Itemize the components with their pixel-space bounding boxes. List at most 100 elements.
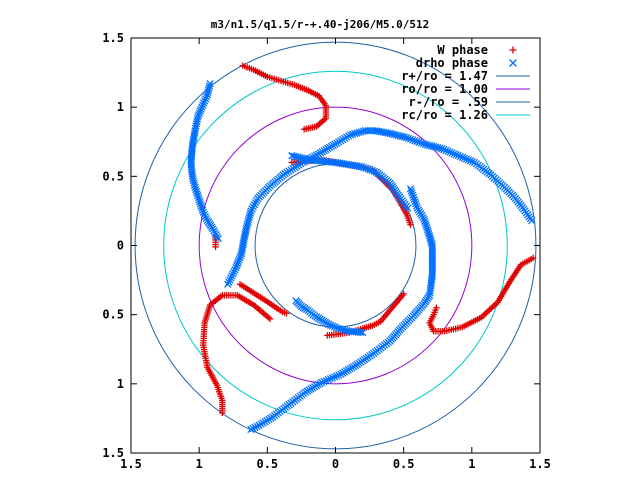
data-point <box>408 189 416 197</box>
data-series <box>187 62 537 434</box>
legend-entry-4: r-/ro = .59 <box>409 95 530 109</box>
data-point <box>198 204 206 212</box>
legend-symbol <box>509 46 517 54</box>
data-point <box>370 167 378 176</box>
data-point <box>252 196 261 205</box>
legend-label: r+/ro = 1.47 <box>401 69 488 83</box>
data-point <box>234 258 242 266</box>
circle-3 <box>163 70 508 421</box>
data-point <box>448 149 456 157</box>
data-point <box>404 204 412 212</box>
data-point <box>464 156 473 164</box>
data-point <box>196 198 204 206</box>
data-point <box>325 320 333 329</box>
series-0 <box>200 62 537 417</box>
data-point <box>236 254 244 262</box>
data-point <box>200 210 208 219</box>
data-point <box>198 103 206 111</box>
data-point <box>228 272 236 280</box>
data-point <box>233 260 242 268</box>
data-point <box>341 326 349 334</box>
data-point <box>330 323 339 331</box>
data-point <box>324 376 332 384</box>
data-point <box>346 131 355 139</box>
data-point <box>196 107 204 115</box>
data-point <box>322 376 330 385</box>
data-point <box>452 151 460 159</box>
y-tick-label: 0 <box>117 239 124 253</box>
data-point <box>454 151 462 160</box>
data-point <box>458 153 466 161</box>
chart-title: m3/n1.5/q1.5/r-+.40-j206/M5.0/512 <box>211 18 430 31</box>
data-point <box>192 185 200 194</box>
data-point <box>202 93 211 101</box>
data-point <box>251 423 259 432</box>
data-point <box>204 86 213 94</box>
data-point <box>466 157 475 165</box>
data-point <box>332 324 340 332</box>
data-point <box>225 278 233 286</box>
data-point <box>253 422 261 431</box>
data-point <box>201 212 209 221</box>
data-point <box>400 290 407 298</box>
data-point <box>406 185 415 193</box>
y-tick-label: 1 <box>117 100 124 114</box>
data-point <box>412 200 420 208</box>
data-point <box>404 134 413 143</box>
data-point <box>368 166 376 175</box>
data-point <box>247 425 255 434</box>
data-point <box>421 219 430 228</box>
data-point <box>224 280 232 288</box>
data-point <box>359 328 367 337</box>
data-point <box>328 374 337 382</box>
data-point <box>364 165 372 173</box>
data-point <box>197 202 205 210</box>
data-point <box>266 315 274 323</box>
data-point <box>227 274 235 282</box>
data-point <box>201 95 210 103</box>
legend-entry-3: ro/ro = 1.00 <box>401 82 530 96</box>
x-tick-label: 1 <box>468 457 475 471</box>
data-point <box>356 328 365 337</box>
data-point <box>450 150 458 158</box>
data-point <box>189 177 198 185</box>
series-0-arm-3 <box>236 281 290 317</box>
data-point <box>433 304 440 311</box>
data-point <box>235 256 243 264</box>
data-point <box>423 223 431 232</box>
data-point <box>255 421 263 429</box>
data-point <box>440 145 448 154</box>
data-point <box>426 289 434 297</box>
data-point <box>199 101 207 109</box>
data-point <box>205 84 213 92</box>
legend-entry-2: r+/ro = 1.47 <box>401 69 530 83</box>
x-tick-label: 0.5 <box>393 457 415 471</box>
data-point <box>190 181 199 189</box>
data-point <box>420 215 428 223</box>
data-point <box>421 217 429 225</box>
data-point <box>436 144 444 152</box>
data-point <box>196 200 205 208</box>
data-point <box>242 224 251 232</box>
data-point <box>422 221 430 230</box>
data-point <box>212 243 219 251</box>
data-point <box>193 189 201 198</box>
data-point <box>446 148 454 156</box>
data-point <box>243 220 252 228</box>
y-tick-label: 1 <box>117 377 124 391</box>
data-point <box>226 276 234 284</box>
data-point <box>199 208 207 216</box>
data-point <box>283 310 290 317</box>
data-point <box>348 130 357 138</box>
data-point <box>326 375 335 383</box>
data-point <box>423 225 432 234</box>
data-point <box>337 370 345 378</box>
series-1-arm-1 <box>187 79 222 243</box>
data-point <box>243 222 251 230</box>
legend-label: rc/ro = 1.26 <box>401 108 488 122</box>
data-point <box>244 218 252 226</box>
series-1-arm-4 <box>288 151 412 212</box>
data-point <box>233 261 241 270</box>
